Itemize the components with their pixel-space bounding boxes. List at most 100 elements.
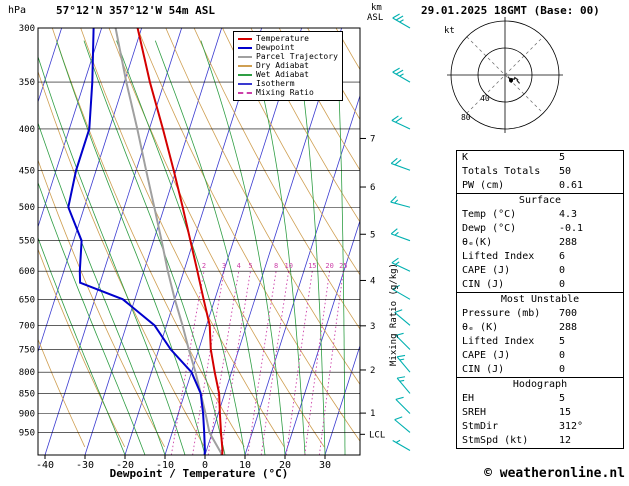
- stats-value: 312°: [559, 421, 584, 432]
- wet-adiabat-line: [154, 40, 266, 455]
- km-axis-label: km: [371, 3, 382, 13]
- station-location-title: 57°12'N 357°12'W 54m ASL: [56, 4, 215, 17]
- hodograph-unit-label: kt: [444, 26, 455, 36]
- km-tick-label: 1: [370, 409, 375, 419]
- stats-value: 0.61: [559, 180, 584, 191]
- pressure-tick-label: 850: [19, 389, 35, 399]
- stats-row: CIN (J) 0: [457, 363, 623, 377]
- wind-barb: [396, 354, 411, 373]
- km-tick-label: 2: [370, 366, 375, 376]
- mixing-ratio-line: [192, 271, 225, 455]
- stats-label: Totals Totals: [462, 166, 541, 177]
- hodograph-ring: [450, 20, 560, 130]
- mixing-ratio-line: [207, 271, 240, 455]
- stats-row: StmDir 312°: [457, 420, 623, 434]
- pressure-tick-label: 950: [19, 428, 35, 438]
- asl-axis-label: ASL: [367, 13, 384, 23]
- wet-adiabat-line: [249, 40, 306, 455]
- stats-label: CIN (J): [462, 364, 505, 375]
- temp-tick-label: 0: [202, 460, 208, 471]
- stats-label: CAPE (J): [462, 350, 511, 361]
- wet-adiabat-line: [116, 40, 246, 455]
- wind-barb: [394, 416, 411, 433]
- stats-label: CAPE (J): [462, 265, 511, 276]
- legend-line-swatch: [238, 55, 252, 58]
- legend-line-swatch: [238, 46, 252, 49]
- stats-label: EH: [462, 393, 475, 404]
- stats-section: K 5 Totals Totals 50 PW (cm) 0.61: [456, 150, 624, 194]
- mixing-ratio-value-label: 4: [237, 262, 241, 270]
- dry-adiabat-line: [38, 158, 165, 448]
- wind-barb: [391, 115, 411, 130]
- hodograph: 40 80: [447, 17, 563, 133]
- dry-adiabat-line: [165, 28, 360, 386]
- mixing-ratio-value-label: 25: [339, 262, 347, 270]
- hodograph-ring-label: 40: [480, 94, 490, 103]
- stats-row: CIN (J) 0: [457, 278, 623, 292]
- stats-row: SREH 15: [457, 406, 623, 420]
- mixing-ratio-line: [285, 271, 313, 455]
- wet-adiabat-line: [336, 40, 346, 455]
- plot-border: [37, 27, 361, 456]
- wind-barb: [392, 13, 411, 29]
- wind-barb: [395, 332, 411, 350]
- stats-label: Temp (°C): [462, 209, 517, 220]
- pressure-tick-label: 700: [19, 321, 35, 331]
- pressure-tick-label: 450: [19, 166, 35, 176]
- pressure-tick-label: 800: [19, 368, 35, 378]
- legend: Temperature Dewpoint Parcel Trajectory Dry …: [233, 31, 343, 101]
- stats-section: Surface Temp (°C) 4.3 Dewp (°C) -0.1 θₑ(K) 288…: [456, 193, 624, 293]
- mixing-ratio-line: [304, 271, 331, 455]
- stats-value: 4.3: [559, 209, 578, 220]
- wet-adiabat-line: [38, 121, 166, 455]
- lcl-label: LCL: [369, 430, 385, 440]
- stats-label: PW (cm): [462, 180, 505, 191]
- stats-label: Dewp (°C): [462, 223, 517, 234]
- dry-adiabat-line: [137, 28, 360, 442]
- mixing-ratio-line: [318, 271, 344, 455]
- stats-value: 6: [559, 251, 566, 262]
- wind-barb: [390, 228, 411, 242]
- stats-label: CIN (J): [462, 279, 505, 290]
- wet-adiabat-line: [38, 181, 146, 455]
- isotherm-line: [284, 219, 360, 455]
- legend-item: Mixing Ratio: [238, 88, 338, 97]
- stats-value: 0: [559, 265, 566, 276]
- temp-tick-label: 30: [319, 460, 331, 471]
- legend-label: Wet Adiabat: [256, 70, 309, 79]
- wind-barb: [390, 157, 411, 171]
- stats-value: 5: [559, 393, 566, 404]
- stats-row: StmSpd (kt) 12: [457, 434, 623, 448]
- wind-barb: [390, 196, 411, 208]
- stats-value: 12: [559, 435, 572, 446]
- legend-item: Temperature: [238, 34, 338, 43]
- stats-section-title: Most Unstable: [500, 294, 580, 305]
- stats-value: 5: [559, 336, 566, 347]
- mixing-ratio-value-label: 5: [248, 262, 252, 270]
- datetime-title: 29.01.2025 18GMT (Base: 00): [421, 4, 600, 17]
- dry-adiabat-line: [38, 70, 205, 448]
- isotherm-line: [244, 94, 360, 455]
- stats-label: Pressure (mb): [462, 308, 541, 319]
- legend-line-swatch: [238, 82, 252, 85]
- hodograph-ring-label: 80: [461, 113, 471, 122]
- wet-adiabat-line: [38, 236, 126, 455]
- dry-adiabat-line: [250, 28, 360, 223]
- mixing-ratio-line: [220, 271, 251, 455]
- parcel-trajectory-curve: [114, 28, 224, 455]
- isotherm-line: [44, 28, 183, 455]
- wind-barb: [395, 396, 411, 414]
- stats-value: 288: [559, 237, 578, 248]
- wind-barb: [392, 284, 411, 300]
- stats-value: 5: [559, 152, 566, 163]
- km-tick-label: 4: [370, 276, 375, 286]
- mixing-ratio-line: [247, 271, 277, 455]
- wind-barb: [391, 257, 411, 272]
- dewpoint-curve: [67, 28, 206, 455]
- isotherm-line: [38, 28, 143, 354]
- stats-row: Temp (°C) 4.3: [457, 208, 623, 222]
- temperature-curve: [136, 28, 224, 455]
- stats-label: θₑ(K): [462, 237, 493, 248]
- legend-line-swatch: [238, 64, 252, 67]
- km-tick-label: 6: [370, 183, 375, 193]
